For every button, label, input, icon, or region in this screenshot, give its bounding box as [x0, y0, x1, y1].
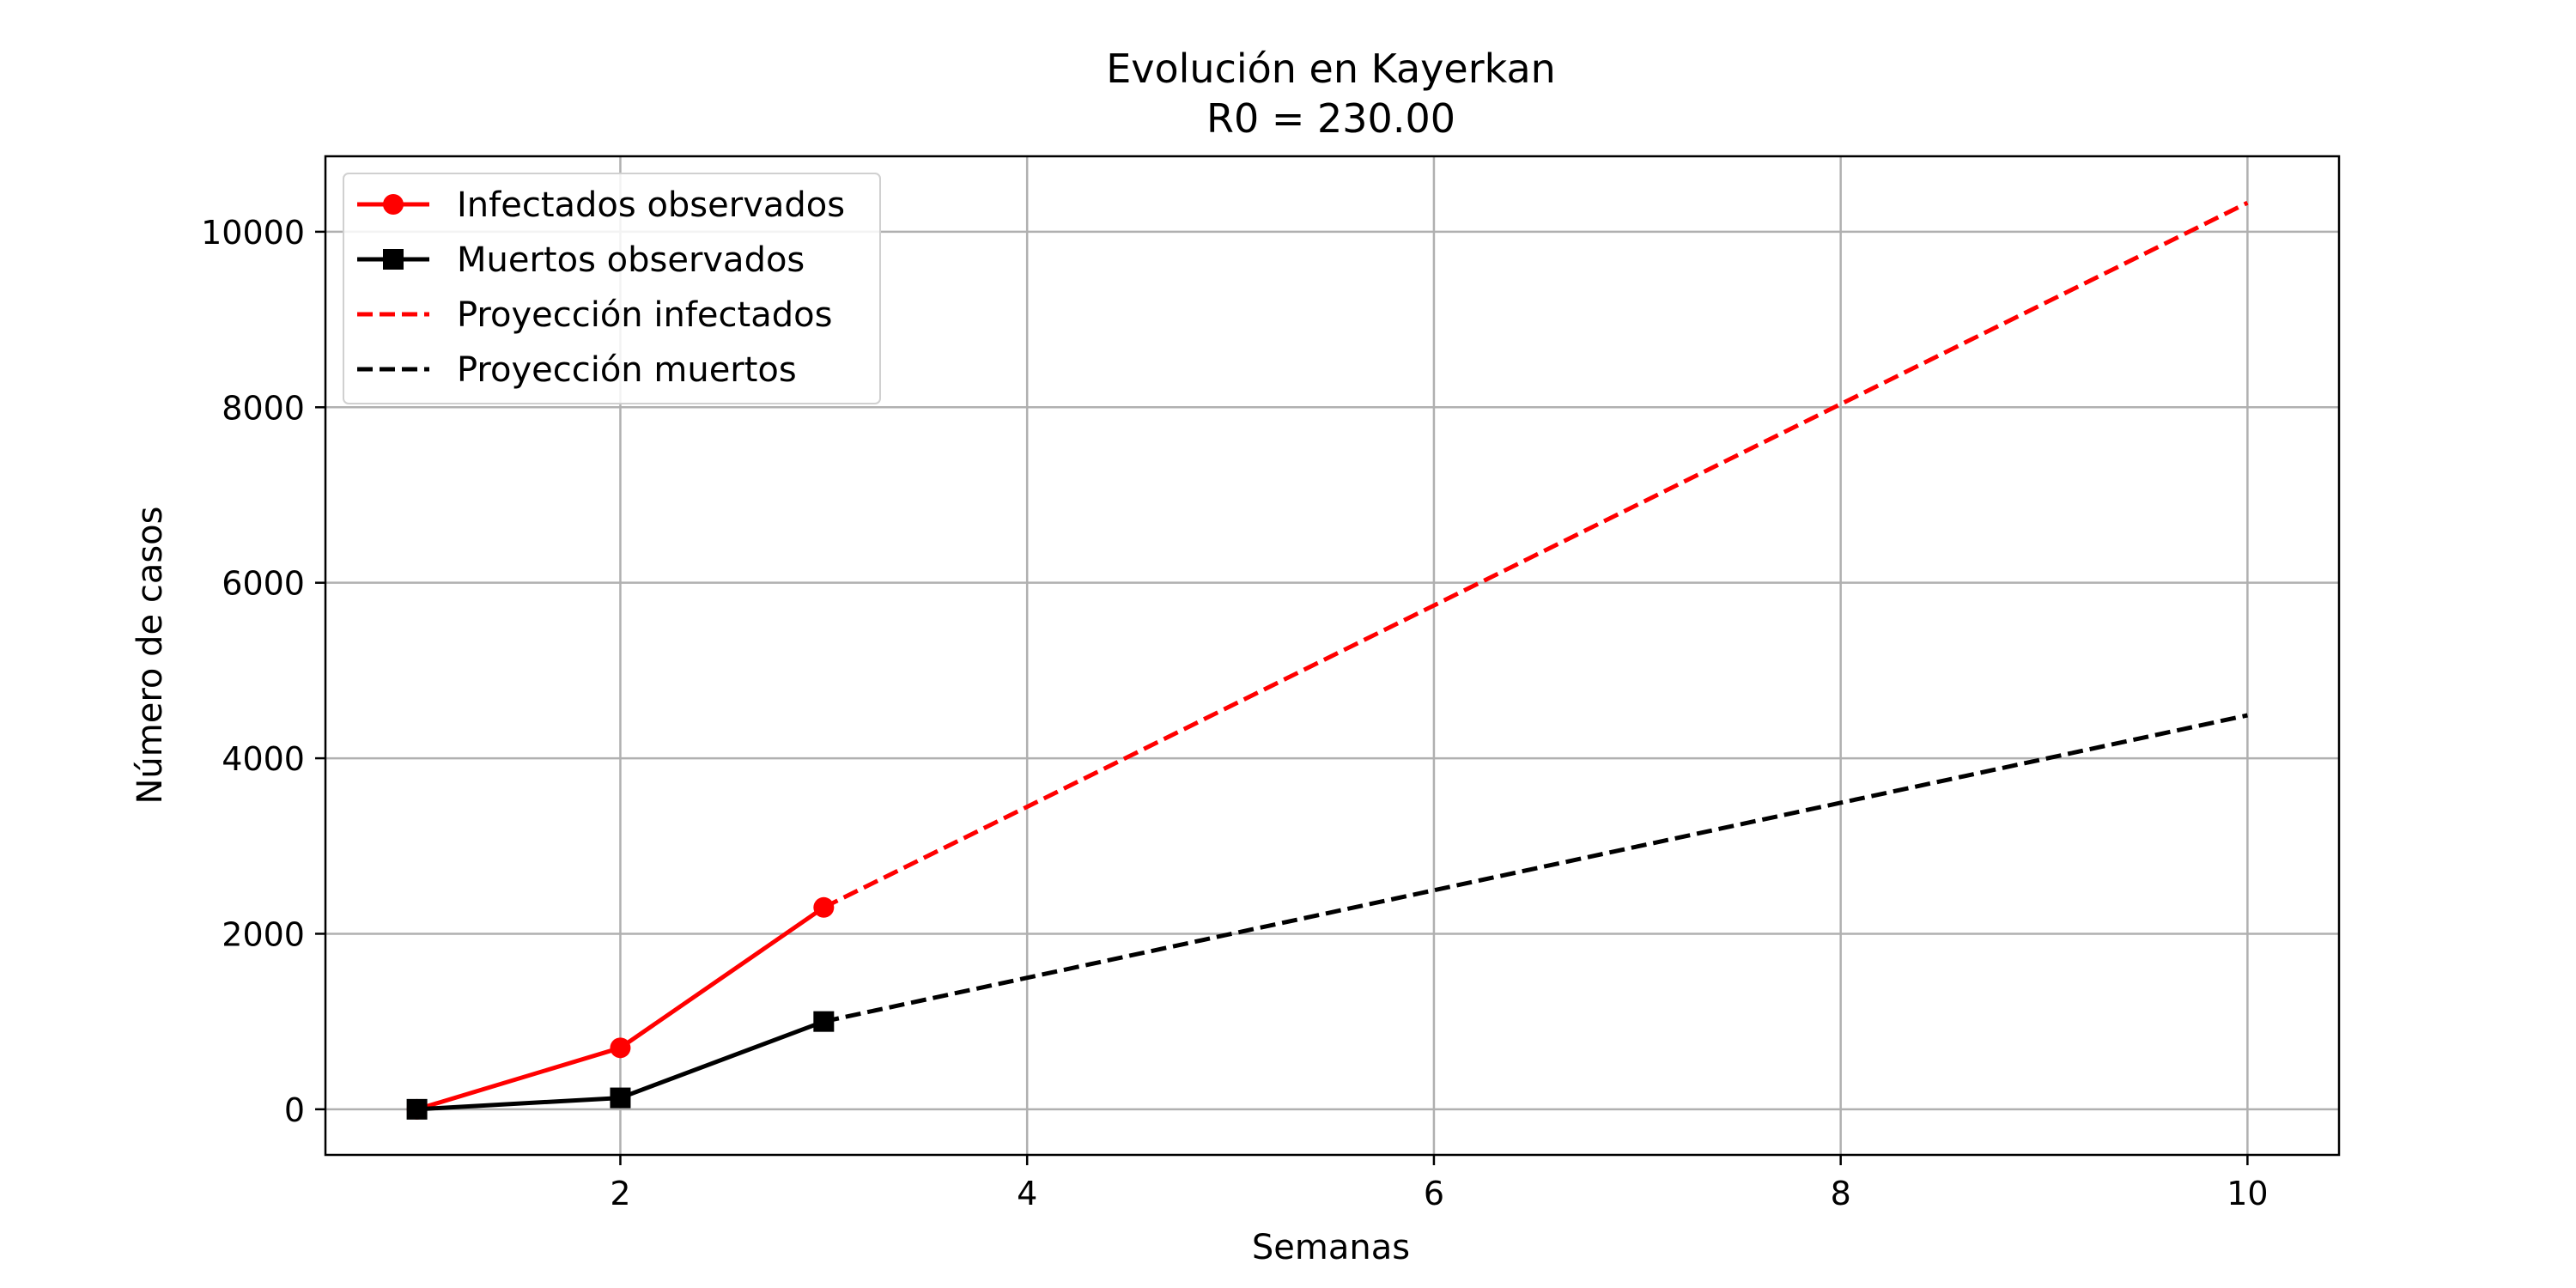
chart-subtitle: R0 = 230.00 — [1206, 95, 1455, 142]
y-tick-label: 8000 — [222, 389, 305, 427]
plot-frame — [324, 155, 2341, 1157]
data-point — [610, 1087, 631, 1109]
data-point — [610, 1037, 631, 1059]
legend-marker — [383, 194, 404, 215]
legend-item: Muertos observados — [357, 240, 805, 280]
y-axis-label: Número de casos — [131, 507, 170, 805]
legend-label: Proyección infectados — [457, 295, 832, 335]
y-tick-label: 4000 — [222, 740, 305, 778]
x-tick-label: 8 — [1831, 1175, 1851, 1212]
series-line — [823, 713, 2248, 1024]
x-tick-label: 10 — [2227, 1175, 2268, 1212]
chart-title: Evolución en Kayerkan — [1106, 46, 1556, 92]
legend-item: Infectados observados — [357, 185, 845, 225]
legend: Infectados observados Muertos observados P… — [343, 173, 881, 404]
series-layer — [406, 200, 2249, 1120]
x-axis-label: Semanas — [1252, 1228, 1410, 1267]
series-proyeccion-infectados — [823, 200, 2249, 910]
y-tick-label: 2000 — [222, 915, 305, 953]
y-tick-label: 10000 — [201, 214, 305, 252]
series-muertos-observados — [406, 1011, 835, 1120]
series-line — [823, 200, 2249, 910]
legend-marker — [383, 249, 404, 270]
legend-label: Infectados observados — [457, 185, 845, 225]
x-tick-label: 6 — [1424, 1175, 1444, 1212]
legend-item: Proyección muertos — [357, 350, 797, 390]
x-tick-label: 2 — [610, 1175, 630, 1212]
legend-item: Proyección infectados — [357, 295, 832, 335]
x-tick-label: 4 — [1017, 1175, 1037, 1212]
y-tick-label: 6000 — [222, 565, 305, 603]
data-point — [406, 1098, 428, 1120]
series-proyeccion-muertos — [823, 713, 2248, 1024]
legend-label: Muertos observados — [457, 240, 805, 280]
y-tick-label: 0 — [284, 1091, 305, 1129]
legend-box — [343, 173, 881, 404]
legend-label: Proyección muertos — [457, 350, 797, 390]
axis-ticks: 2 4 6 8 10 0 2000 4000 6000 8000 10000 — [201, 214, 2268, 1212]
